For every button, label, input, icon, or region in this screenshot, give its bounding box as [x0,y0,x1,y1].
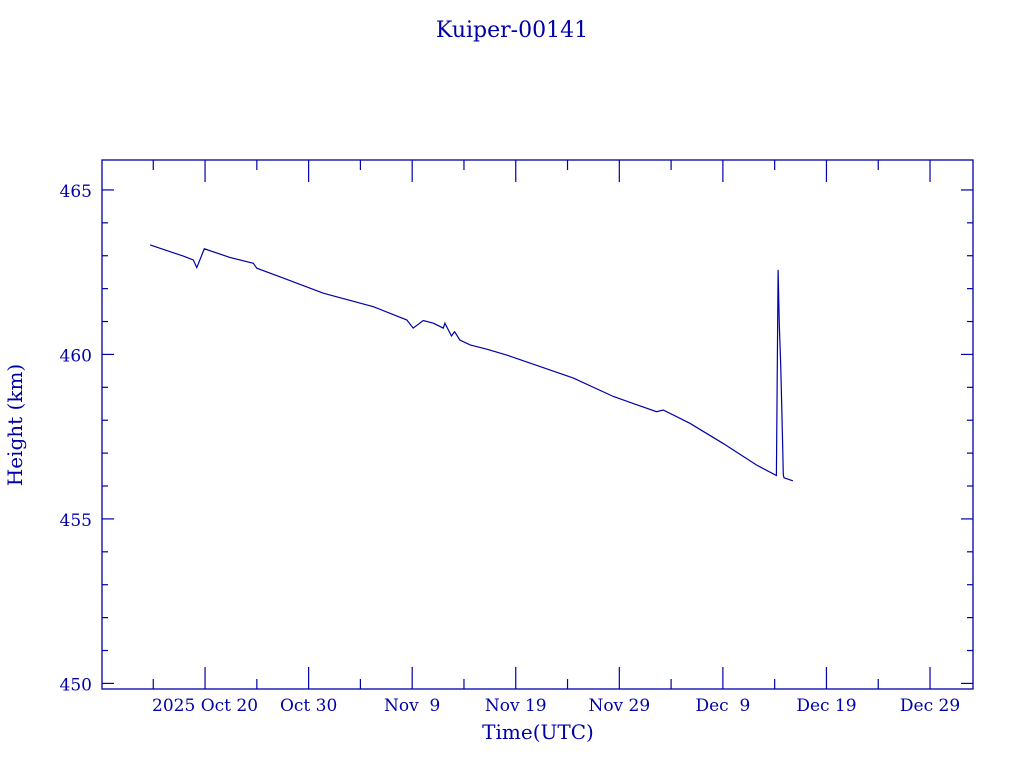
x-tick-label: 2025 Oct 20 [152,696,258,716]
x-tick-label: Oct 30 [280,696,337,716]
y-tick-label: 455 [60,511,92,531]
y-tick-label: 465 [60,182,92,202]
x-tick-label: Dec 19 [796,696,856,716]
x-tick-labels: 2025 Oct 20 Oct 30 Nov 9 Nov 19 Nov 29 Dec 9 D… [152,696,960,716]
x-tick-label: Nov 9 [384,696,440,716]
x-tick-label: Nov 19 [485,696,547,716]
x-axis-label: Time(UTC) [482,720,594,744]
axis-ticks [102,160,973,689]
x-tick-label: Nov 29 [588,696,650,716]
series-line [149,244,794,482]
y-tick-label: 450 [60,675,92,695]
y-tick-label: 460 [60,346,92,366]
plot-frame [101,159,974,690]
y-axis-label: Height (km) [3,364,27,486]
x-tick-label: Dec 29 [900,696,960,716]
chart-title: Kuiper-00141 [436,18,588,43]
y-tick-labels: 450 455 460 465 [60,182,92,695]
x-tick-label: Dec 9 [695,696,750,716]
